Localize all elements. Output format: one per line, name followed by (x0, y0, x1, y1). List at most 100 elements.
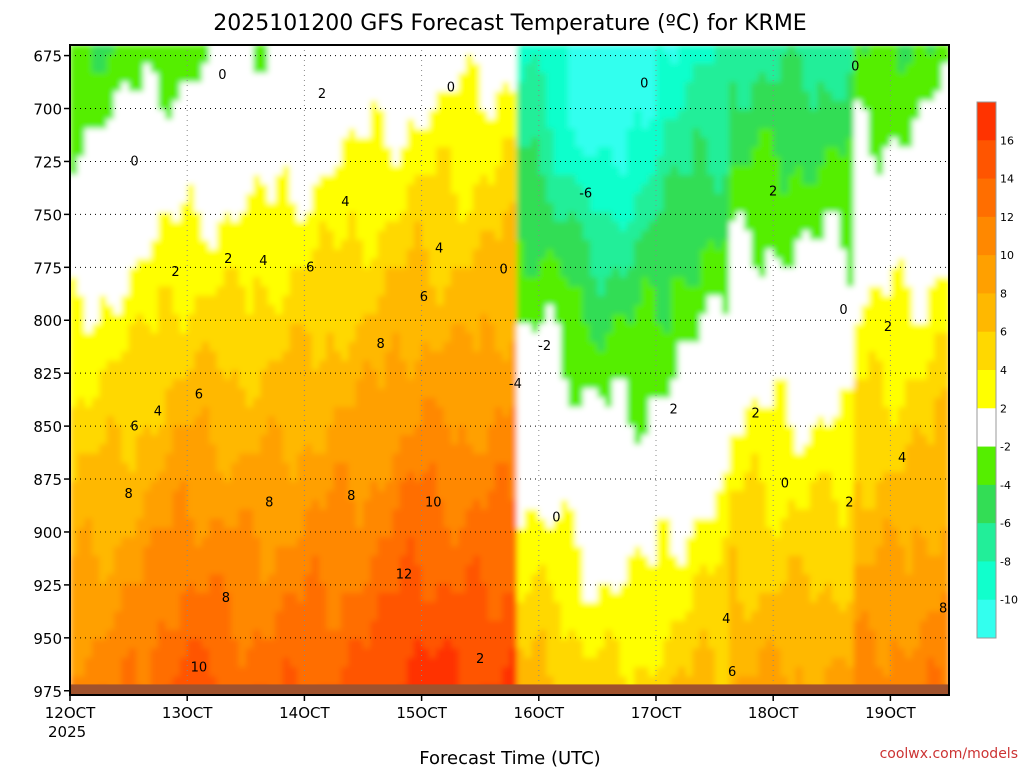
field-cell (568, 286, 577, 297)
field-cell (253, 490, 262, 501)
field-cell (135, 565, 144, 575)
field-cell (70, 119, 78, 130)
field-cell (216, 435, 225, 445)
field-cell (289, 45, 298, 55)
field-cell (428, 667, 437, 678)
field-cell (99, 193, 108, 204)
field-cell (216, 509, 225, 520)
field-cell (231, 91, 240, 102)
field-cell (333, 565, 342, 575)
field-cell (179, 435, 188, 445)
field-cell (201, 230, 210, 241)
field-cell (84, 230, 93, 241)
field-cell (304, 639, 313, 650)
field-cell (421, 128, 430, 139)
field-cell (209, 156, 218, 167)
field-cell (304, 351, 313, 362)
field-cell (157, 323, 166, 334)
field-cell (179, 128, 188, 139)
field-cell (231, 602, 240, 613)
field-cell (465, 509, 474, 520)
field-cell (458, 323, 467, 334)
field-cell (333, 546, 342, 557)
field-cell (201, 648, 210, 659)
field-cell (121, 147, 130, 158)
field-cell (546, 45, 555, 55)
field-cell (502, 500, 511, 510)
field-cell (179, 472, 188, 483)
field-cell (311, 546, 320, 557)
field-cell (494, 407, 503, 418)
field-cell (502, 397, 511, 408)
field-cell (333, 91, 342, 102)
field-cell (143, 100, 152, 111)
field-cell (333, 249, 342, 260)
field-cell (282, 249, 291, 260)
field-cell (135, 388, 144, 399)
field-cell (275, 45, 284, 55)
field-cell (348, 72, 357, 83)
field-cell (546, 453, 555, 464)
field-cell (179, 175, 188, 185)
field-cell (194, 379, 203, 390)
field-cell (458, 657, 467, 668)
field-cell (70, 91, 78, 102)
field-cell (135, 667, 144, 678)
field-cell (143, 462, 152, 473)
field-cell (245, 277, 254, 288)
field-cell (348, 202, 357, 213)
field-cell (480, 667, 489, 678)
field-cell (421, 583, 430, 594)
field-cell (113, 500, 122, 510)
field-cell (326, 63, 335, 74)
field-cell (450, 240, 459, 250)
field-cell (502, 667, 511, 678)
field-cell (282, 193, 291, 204)
field-cell (150, 676, 159, 687)
field-cell (406, 295, 415, 306)
field-cell (560, 342, 569, 353)
field-cell (231, 72, 240, 83)
field-cell (253, 509, 262, 520)
field-cell (406, 490, 415, 501)
field-cell (275, 100, 284, 111)
field-cell (472, 240, 481, 250)
field-cell (341, 258, 349, 269)
field-cell (582, 462, 591, 473)
field-cell (531, 546, 540, 557)
field-cell (194, 147, 203, 158)
field-cell (348, 277, 357, 288)
field-cell (201, 277, 210, 288)
field-cell (275, 147, 284, 158)
field-cell (267, 351, 276, 362)
field-cell (384, 546, 393, 557)
field-cell (348, 453, 357, 464)
field-cell (502, 323, 511, 334)
field-cell (370, 258, 379, 269)
field-cell (568, 592, 577, 603)
field-cell (172, 165, 181, 176)
field-cell (370, 611, 379, 622)
field-cell (546, 425, 555, 436)
field-cell (179, 639, 188, 650)
field-cell (77, 620, 86, 631)
field-cell (128, 54, 137, 65)
field-cell (106, 583, 115, 594)
field-cell (172, 416, 181, 427)
field-cell (121, 667, 130, 678)
field-cell (480, 267, 489, 278)
field-cell (194, 667, 203, 678)
field-cell (260, 481, 269, 492)
field-cell (560, 230, 569, 241)
field-cell (157, 397, 166, 408)
field-cell (91, 611, 100, 622)
field-cell (106, 509, 115, 520)
field-cell (84, 110, 93, 120)
field-cell (348, 360, 357, 371)
field-cell (480, 175, 489, 185)
field-cell (275, 611, 284, 622)
field-cell (231, 667, 240, 678)
field-cell (91, 342, 100, 353)
field-cell (172, 249, 181, 260)
field-cell (524, 212, 533, 223)
